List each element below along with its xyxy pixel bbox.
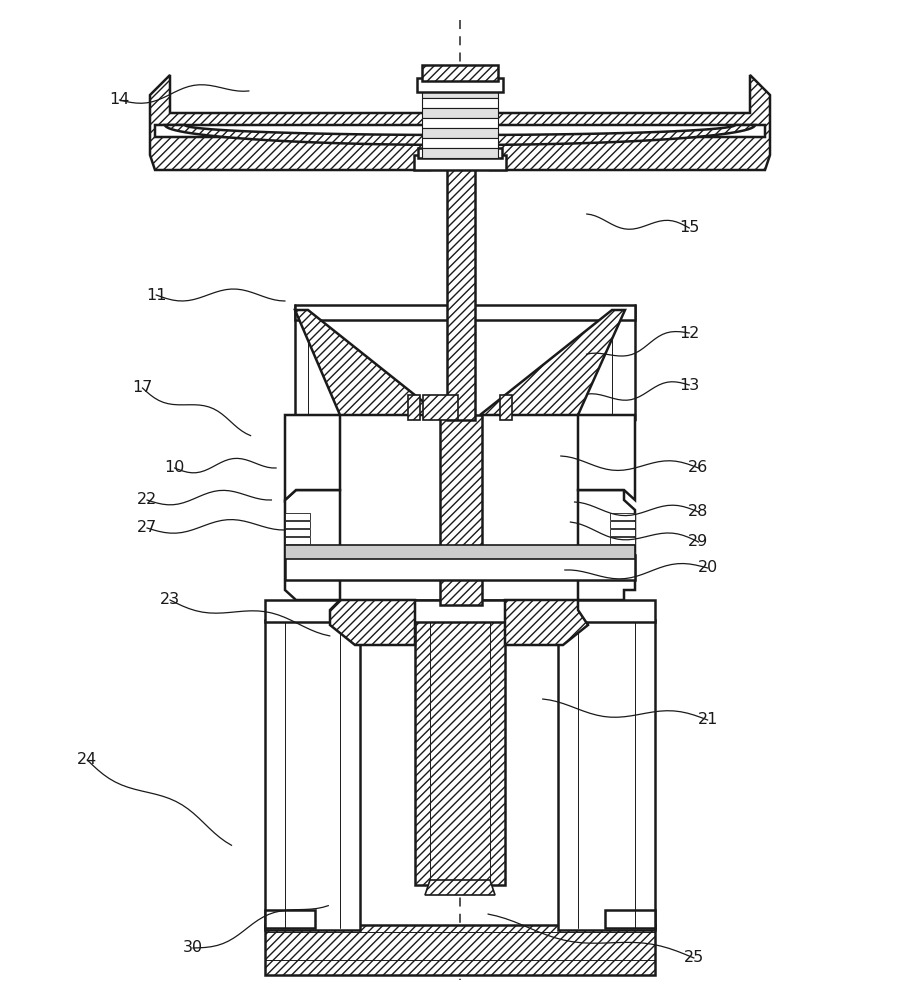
Polygon shape — [610, 529, 635, 536]
Polygon shape — [425, 880, 495, 895]
Polygon shape — [285, 415, 340, 500]
Text: 24: 24 — [77, 752, 97, 768]
Text: 26: 26 — [688, 460, 709, 476]
Polygon shape — [415, 600, 505, 885]
Text: 23: 23 — [160, 592, 180, 607]
Polygon shape — [610, 521, 635, 528]
Polygon shape — [605, 910, 655, 928]
Text: 15: 15 — [679, 221, 699, 235]
Polygon shape — [150, 75, 430, 170]
Polygon shape — [414, 155, 506, 170]
Polygon shape — [408, 395, 420, 420]
Polygon shape — [423, 395, 458, 420]
Text: 21: 21 — [698, 712, 718, 728]
Text: 12: 12 — [679, 326, 699, 340]
Polygon shape — [422, 108, 498, 118]
Polygon shape — [610, 537, 635, 544]
Text: 22: 22 — [137, 492, 157, 508]
Polygon shape — [610, 513, 635, 520]
Polygon shape — [418, 148, 502, 158]
Text: 25: 25 — [684, 950, 704, 966]
Polygon shape — [422, 148, 498, 158]
Polygon shape — [417, 78, 503, 92]
Text: 28: 28 — [688, 504, 709, 520]
Polygon shape — [422, 98, 498, 108]
Polygon shape — [295, 305, 635, 320]
Text: 11: 11 — [146, 288, 166, 302]
Polygon shape — [422, 138, 498, 148]
Polygon shape — [285, 513, 310, 520]
Polygon shape — [265, 600, 655, 622]
Text: 29: 29 — [688, 534, 709, 550]
Text: 30: 30 — [183, 940, 203, 956]
Text: 14: 14 — [109, 93, 130, 107]
Polygon shape — [490, 75, 770, 170]
Text: 20: 20 — [698, 560, 718, 576]
Polygon shape — [285, 529, 310, 536]
Text: 13: 13 — [679, 377, 699, 392]
Polygon shape — [422, 118, 498, 128]
Polygon shape — [480, 310, 625, 415]
Polygon shape — [422, 88, 498, 98]
Polygon shape — [285, 545, 635, 559]
Polygon shape — [265, 620, 360, 930]
Polygon shape — [265, 925, 655, 975]
Polygon shape — [447, 165, 475, 420]
Polygon shape — [500, 395, 512, 420]
Polygon shape — [285, 521, 310, 528]
Polygon shape — [330, 600, 415, 645]
Text: 17: 17 — [132, 380, 153, 395]
Polygon shape — [422, 65, 498, 81]
Polygon shape — [285, 555, 635, 580]
Polygon shape — [440, 415, 482, 605]
Polygon shape — [578, 415, 635, 500]
Polygon shape — [265, 910, 315, 928]
Polygon shape — [422, 128, 498, 138]
Polygon shape — [558, 620, 655, 930]
Text: 10: 10 — [165, 460, 185, 476]
Polygon shape — [295, 310, 440, 415]
Polygon shape — [285, 537, 310, 544]
Polygon shape — [285, 490, 340, 600]
Polygon shape — [165, 125, 755, 145]
Polygon shape — [505, 600, 588, 645]
Polygon shape — [578, 490, 635, 600]
Text: 27: 27 — [137, 520, 157, 536]
